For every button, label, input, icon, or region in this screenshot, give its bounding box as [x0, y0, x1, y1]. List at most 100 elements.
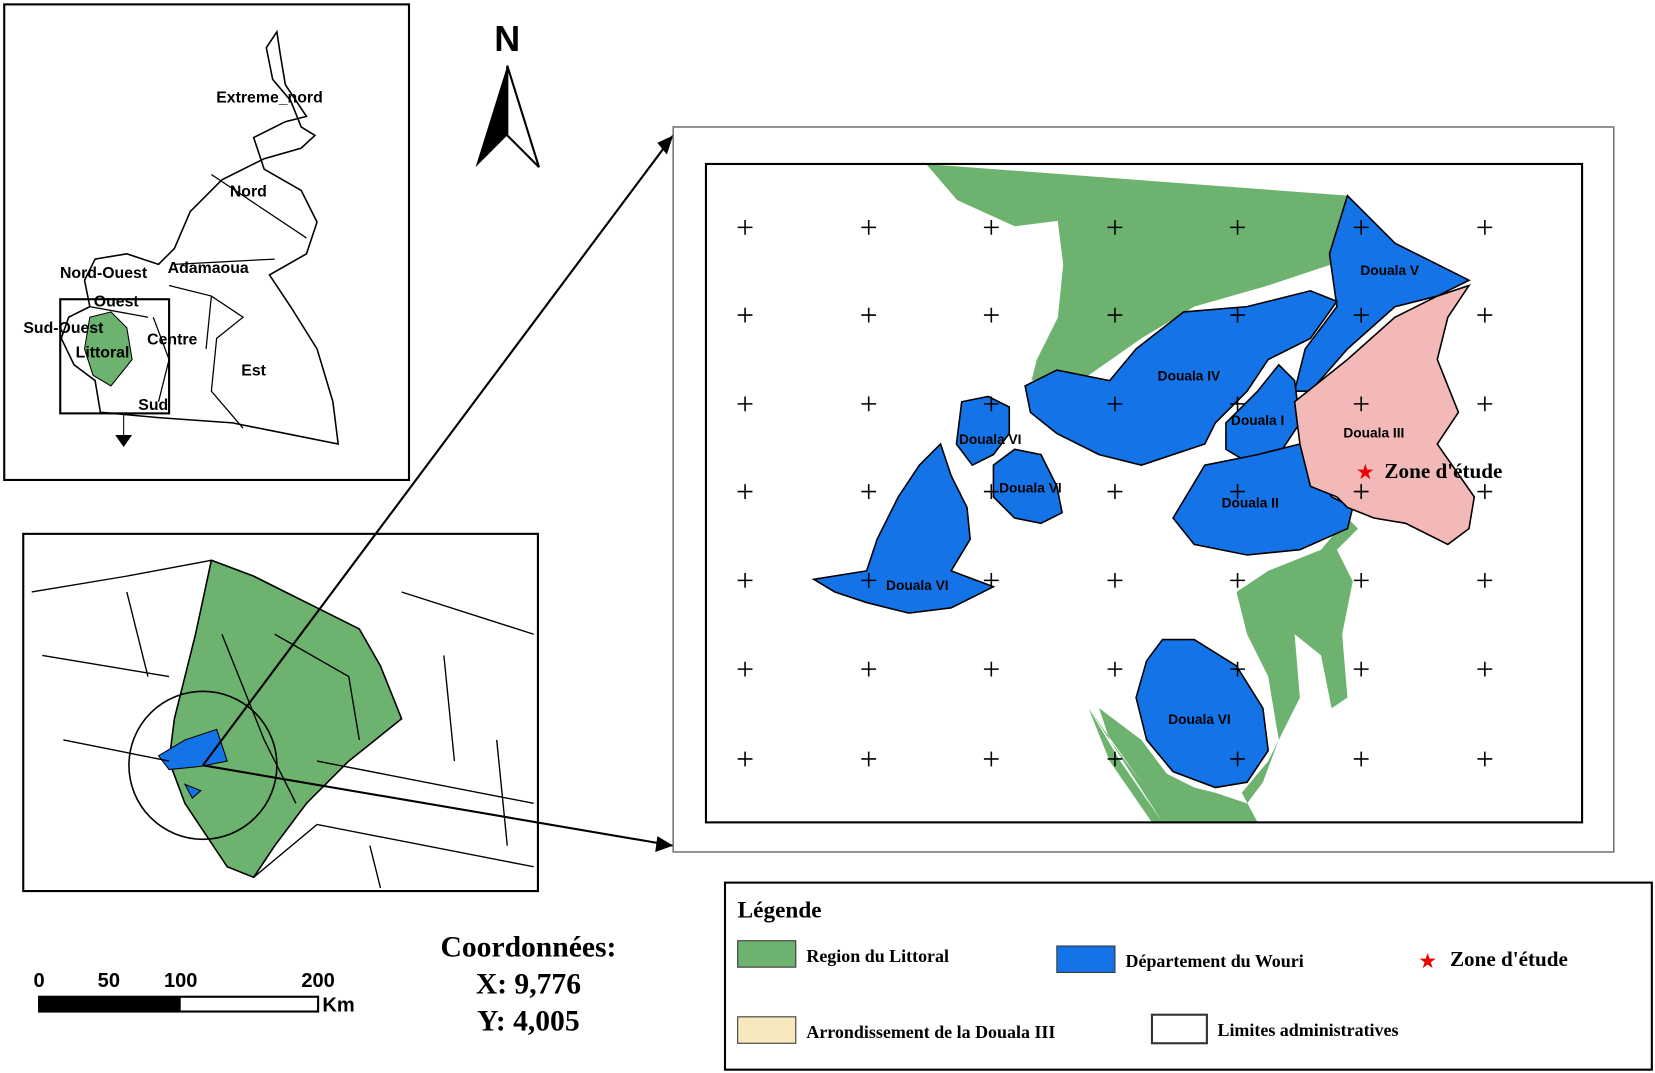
wouri-area — [1024, 289, 1339, 466]
legend-label: Arrondissement de la Douala III — [806, 1022, 1055, 1042]
study-star: ★ — [1356, 460, 1375, 484]
main-map: Douala V Douala IV Douala I Douala III D… — [704, 162, 1584, 824]
grid-cross — [861, 396, 877, 412]
map-border — [704, 162, 1584, 824]
wouri-area — [157, 728, 228, 799]
region-label: Sud — [138, 397, 168, 414]
grid-cross — [983, 396, 999, 412]
grid-cross — [737, 219, 753, 235]
grid-cross — [1353, 661, 1369, 677]
wouri-area — [1135, 638, 1270, 789]
grid-cross — [1230, 484, 1245, 499]
grid-cross — [1353, 219, 1369, 235]
grid-cross — [1230, 661, 1245, 677]
legend-title: Légende — [738, 897, 822, 923]
scale-segment — [39, 996, 181, 1012]
grid-cross — [983, 572, 999, 588]
region-label: Adamaoua — [168, 260, 249, 277]
legend-label: Département du Wouri — [1126, 951, 1304, 971]
scale-bar: 0 50 100 200 Km — [34, 970, 355, 1016]
district-label: Douala IV — [1158, 369, 1221, 384]
grid-cross — [737, 307, 753, 323]
scale-label: 0 — [34, 970, 45, 992]
district-label: Douala VI — [959, 432, 1022, 447]
legend-label: Zone d'étude — [1450, 947, 1568, 971]
legend-star: ★ — [1418, 949, 1437, 973]
grid-cross — [737, 661, 753, 677]
scale-unit: Km — [322, 995, 354, 1017]
zoom-arrow — [115, 413, 133, 448]
region-label: Extreme_nord — [216, 90, 323, 107]
grid-cross — [983, 219, 999, 235]
north-label: N — [494, 18, 520, 59]
grid-cross — [983, 661, 999, 677]
region-label: Sud-Ouest — [23, 320, 104, 337]
grid-cross — [861, 484, 877, 499]
north-arrow-left — [475, 65, 508, 168]
grid-cross — [1230, 396, 1245, 412]
legend-label: Region du Littoral — [806, 946, 949, 966]
grid-cross — [1107, 396, 1123, 412]
white-gap — [923, 163, 1064, 381]
scale-label: 100 — [164, 970, 197, 992]
region-label: Littoral — [76, 344, 130, 361]
grid-cross — [1477, 396, 1493, 412]
grid-cross — [1107, 751, 1123, 767]
grid-cross — [1353, 751, 1369, 767]
grid-cross — [1477, 572, 1493, 588]
north-arrow-right — [506, 65, 540, 168]
region-label: Ouest — [94, 294, 140, 311]
grid-cross — [1353, 307, 1369, 323]
grid-cross — [983, 484, 999, 499]
wouri-area — [811, 442, 996, 614]
wouri-area — [1293, 194, 1471, 392]
coord-x: X: 9,776 — [476, 969, 581, 1001]
grid-cross — [1230, 219, 1245, 235]
connector-arrowheads — [655, 135, 674, 852]
coord-y: Y: 4,005 — [477, 1006, 579, 1038]
grid-cross — [1353, 572, 1369, 588]
grid-cross — [861, 307, 877, 323]
focus-circle — [128, 690, 278, 841]
grid-cross — [1477, 484, 1493, 499]
grid-cross — [737, 396, 753, 412]
littoral-area — [168, 559, 403, 879]
legend: Légende Region du Littoral Département d… — [723, 881, 1653, 1071]
district-label: Douala VI — [1168, 712, 1231, 727]
connector-lines — [202, 134, 675, 847]
grid-cross — [1230, 572, 1245, 588]
grid-cross — [1477, 751, 1493, 767]
grid-cross — [1107, 219, 1123, 235]
wouri-area — [992, 448, 1064, 525]
grid-cross — [983, 307, 999, 323]
cameroon-outline — [60, 29, 340, 446]
legend-swatch — [737, 1016, 797, 1044]
legend-swatch — [1056, 945, 1116, 973]
scale-label: 50 — [98, 970, 120, 992]
legend-swatch — [737, 940, 797, 968]
district-label: Douala III — [1343, 426, 1404, 441]
grid-cross — [737, 484, 753, 499]
admin-borders — [31, 559, 534, 889]
grid-cross — [1477, 307, 1493, 323]
grid-cross — [1353, 484, 1369, 499]
district-label: Douala VI — [999, 481, 1062, 496]
legend-swatch — [1150, 1013, 1208, 1045]
coord-title: Coordonnées: — [441, 932, 617, 964]
grid-cross — [1230, 307, 1245, 323]
douala-iii — [1293, 284, 1476, 546]
grid-cross — [737, 751, 753, 767]
grid-cross — [1477, 219, 1493, 235]
legend-label: Limites administratives — [1217, 1020, 1398, 1040]
grid-cross — [1107, 484, 1123, 499]
grid-cross — [1353, 396, 1369, 412]
study-label: Zone d'étude — [1384, 459, 1502, 483]
grid-cross — [1230, 751, 1245, 767]
grid-cross — [1107, 661, 1123, 677]
grid-cross — [1477, 661, 1493, 677]
region-label: Centre — [147, 332, 197, 349]
littoral-region — [924, 163, 1348, 381]
region-label: Est — [241, 362, 266, 379]
grid-cross — [861, 219, 877, 235]
